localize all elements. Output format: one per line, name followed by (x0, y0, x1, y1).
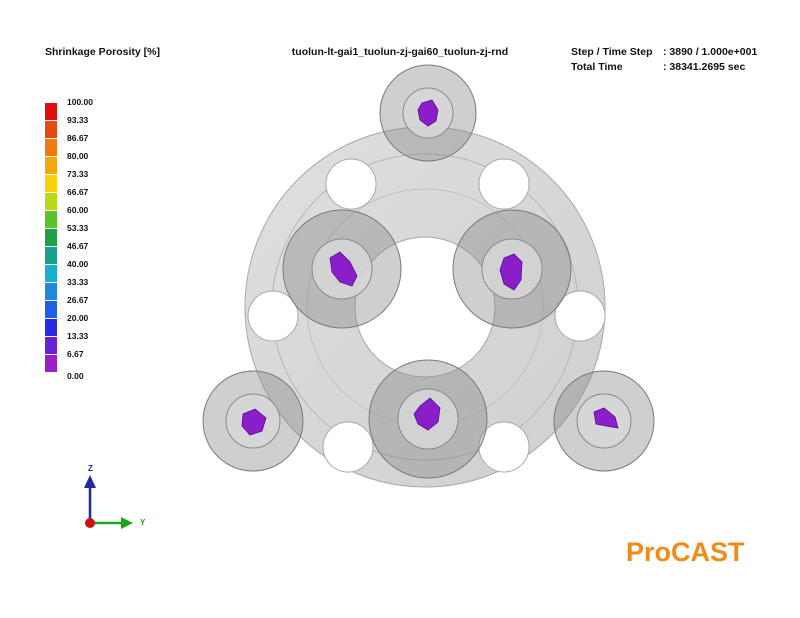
legend-swatch (45, 355, 57, 372)
legend-row: 100.00 (45, 97, 165, 120)
legend-swatch (45, 139, 57, 156)
legend-label: 66.67 (67, 187, 89, 197)
legend-row: 66.67 (45, 187, 165, 210)
legend-label: 93.33 (67, 115, 89, 125)
legend-swatch (45, 319, 57, 336)
legend-row: 86.67 (45, 133, 165, 156)
bolt-hole (478, 421, 530, 473)
legend-swatch (45, 337, 57, 354)
bolt-hole (478, 158, 530, 210)
legend-swatch (45, 283, 57, 300)
legend-label: 86.67 (67, 133, 89, 143)
legend-label: 46.67 (67, 241, 89, 251)
bolt-hole (325, 158, 377, 210)
legend-label: 33.33 (67, 277, 89, 287)
y-axis-arrow-icon (121, 517, 133, 529)
legend-row: 93.33 (45, 115, 165, 138)
legend-swatch (45, 157, 57, 174)
porosity-defect (499, 253, 523, 291)
porosity-defect (329, 251, 358, 287)
legend-label: 13.33 (67, 331, 89, 341)
legend-row: 73.33 (45, 169, 165, 192)
legend-swatch (45, 121, 57, 138)
procast-logo: ProCAST (626, 537, 745, 567)
axis-origin-icon (85, 518, 95, 528)
legend-swatch (45, 211, 57, 228)
legend-swatch (45, 103, 57, 120)
legend-label: 73.33 (67, 169, 89, 179)
legend-label: 100.00 (67, 97, 93, 107)
legend-swatch (45, 175, 57, 192)
legend-label-min: 0.00 (67, 371, 84, 381)
total-time-value: : 38341.2695 sec (663, 61, 746, 73)
bolt-hole (322, 421, 374, 473)
legend-row: 6.67 (45, 349, 165, 372)
legend-label: 60.00 (67, 205, 89, 215)
legend-row: 46.67 (45, 241, 165, 264)
step-label: Step / Time Step (571, 46, 653, 58)
legend-label: 53.33 (67, 223, 89, 233)
legend-row: 26.67 (45, 295, 165, 318)
legend-row: 53.33 (45, 223, 165, 246)
y-axis-label: Y (140, 518, 146, 527)
total-time-label: Total Time (571, 61, 623, 73)
legend-label: 40.00 (67, 259, 89, 269)
legend-swatch (45, 193, 57, 210)
legend-row: 80.00 (45, 151, 165, 174)
legend-label: 20.00 (67, 313, 89, 323)
porosity-defect (593, 407, 619, 429)
legend-row: 13.33 (45, 331, 165, 354)
legend-row: 20.00 (45, 313, 165, 336)
axis-triad: Z Y (84, 464, 146, 529)
legend-title: Shrinkage Porosity [%] (45, 46, 160, 58)
legend-swatch (45, 301, 57, 318)
legend-row: 40.00 (45, 259, 165, 282)
case-name: tuolun-lt-gai1_tuolun-zj-gai60_tuolun-zj… (291, 46, 509, 58)
z-axis-label: Z (88, 464, 93, 473)
legend-swatch (45, 229, 57, 246)
bolt-hole (554, 290, 606, 342)
legend-label: 80.00 (67, 151, 89, 161)
legend-swatch (45, 265, 57, 282)
step-value: : 3890 / 1.000e+001 (663, 46, 758, 58)
z-axis-arrow-icon (84, 475, 96, 488)
porosity-defect (241, 408, 267, 436)
legend-row: 60.00 (45, 205, 165, 228)
legend-label: 6.67 (67, 349, 84, 359)
porosity-defect (417, 99, 439, 127)
legend-row: 33.33 (45, 277, 165, 300)
porosity-defect (413, 397, 441, 431)
legend-label: 26.67 (67, 295, 89, 305)
legend-swatch (45, 247, 57, 264)
bolt-hole (247, 290, 299, 342)
